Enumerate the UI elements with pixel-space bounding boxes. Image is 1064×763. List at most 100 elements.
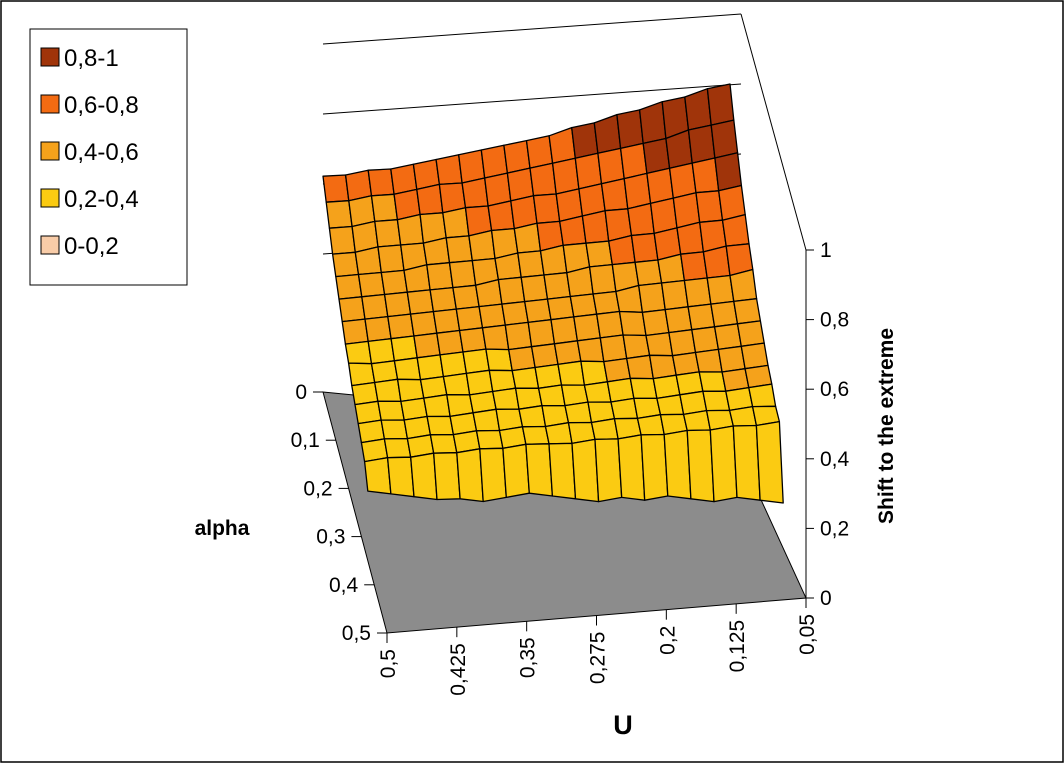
surface-cell — [325, 200, 353, 229]
surface-cell — [458, 327, 487, 353]
surface-cell — [664, 306, 693, 334]
surface-cell — [551, 157, 580, 195]
surface-cell — [377, 400, 405, 421]
surface-cell — [721, 213, 750, 247]
surface-cell — [462, 348, 490, 375]
surface-cell — [638, 282, 666, 313]
surface-cell — [684, 88, 712, 131]
surface-cell — [682, 409, 711, 432]
surface-cell — [429, 286, 457, 313]
back-wall-edge — [740, 13, 807, 251]
legend-swatch — [40, 47, 60, 67]
surface-cell — [537, 384, 566, 407]
surface-cell — [422, 237, 451, 266]
surface-cell — [494, 252, 522, 281]
surface-cell — [713, 323, 742, 351]
surface-cell — [504, 321, 533, 351]
surface-cell — [502, 443, 530, 499]
surface-cell — [479, 447, 507, 503]
surface-cell — [710, 300, 739, 328]
surface-cell — [676, 221, 705, 255]
surface-cell — [640, 433, 669, 501]
surface-cell — [524, 298, 552, 324]
surface-cell — [590, 418, 619, 441]
surface-cell — [478, 303, 506, 329]
legend-swatch — [40, 188, 60, 208]
surface-cell — [619, 142, 648, 180]
surface-cell — [694, 348, 723, 373]
surface-cell — [539, 244, 568, 276]
z-tick-label: 1 — [820, 239, 832, 262]
surface-cell — [663, 429, 692, 500]
surface-cell — [403, 264, 431, 293]
surface-cell — [642, 137, 671, 175]
surface-cell — [534, 363, 563, 389]
surface-cell — [597, 147, 625, 185]
surface-cell — [525, 443, 554, 497]
alpha-tick-label: 0,3 — [316, 526, 345, 549]
surface-cell — [691, 157, 720, 194]
surface-cell — [543, 272, 571, 300]
surface-cell — [335, 273, 363, 300]
surface-cell — [710, 119, 739, 159]
surface-cell — [755, 420, 784, 504]
surface-cell — [426, 415, 455, 436]
surface-cell — [338, 296, 366, 323]
surface-cell — [393, 357, 422, 381]
surface-cell — [445, 235, 473, 264]
surface-cell — [656, 394, 685, 416]
surface-cell — [344, 340, 373, 365]
alpha-tick-label: 0,1 — [291, 429, 320, 452]
surface-cell — [383, 291, 412, 318]
u-tick-label: 0,35 — [517, 637, 540, 678]
z-tick-label: 0,4 — [820, 448, 850, 471]
surface-cell — [487, 200, 515, 232]
surface-cell — [465, 369, 494, 396]
surface-cell — [518, 405, 547, 428]
z-axis-title: Shift to the extreme — [875, 328, 898, 524]
surface-cell — [691, 326, 720, 354]
surface-cell — [492, 387, 520, 410]
surface-cell — [709, 425, 738, 503]
surface-cell — [557, 360, 586, 386]
surface-cell — [361, 293, 389, 320]
surface-cell — [646, 167, 674, 205]
surface-cell — [580, 360, 609, 386]
surface-cell — [435, 154, 463, 186]
surface-cell — [680, 251, 708, 282]
surface-cell — [439, 351, 468, 378]
surface-cell — [481, 324, 510, 351]
surface-cell — [508, 346, 536, 372]
surface-cell — [706, 83, 735, 126]
surface-cell — [432, 308, 461, 334]
surface-cell — [458, 149, 486, 184]
legend-label: 0,8-1 — [64, 45, 119, 72]
surface-cell — [574, 152, 603, 190]
surface-cell — [390, 335, 418, 362]
u-tick-label: 0,2 — [656, 626, 679, 655]
surface-cell — [573, 313, 601, 342]
surface-cell — [636, 414, 665, 436]
surface-cell — [576, 337, 605, 363]
surface-cell — [610, 397, 639, 420]
legend-swatch — [40, 141, 60, 161]
alpha-tick-label: 0 — [295, 381, 307, 404]
surface-cell — [416, 354, 445, 381]
surface-cell — [608, 234, 636, 266]
surface-cell — [645, 331, 674, 357]
surface-cell — [548, 442, 577, 500]
surface-cell — [423, 394, 451, 418]
surface-cell — [357, 271, 386, 298]
surface-cell — [736, 320, 765, 347]
surface-cell — [472, 408, 501, 432]
surface-cell — [550, 316, 579, 345]
u-tick-label: 0,275 — [587, 632, 610, 685]
surface-cell — [396, 213, 425, 246]
surface-cell — [702, 245, 731, 279]
surface-cell — [660, 279, 689, 311]
surface-cell — [416, 183, 444, 216]
legend-label: 0,4-0,6 — [64, 139, 139, 166]
surface-cell — [461, 177, 489, 209]
surface-cell — [497, 276, 526, 305]
